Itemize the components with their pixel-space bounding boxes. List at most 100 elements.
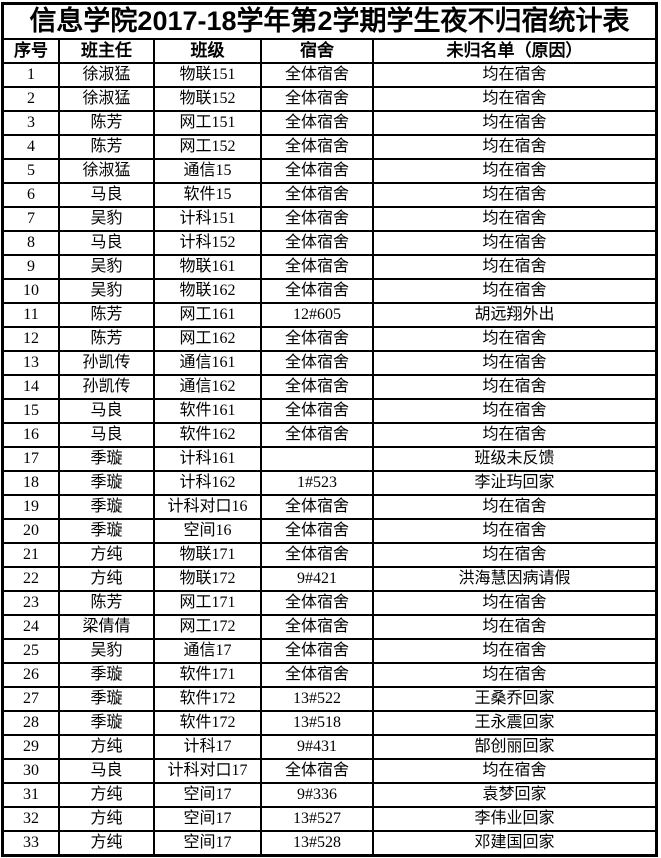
cell-class: 网工152 (153, 134, 262, 160)
cell-dorm: 13#527 (260, 806, 374, 832)
cell-reason: 李伟业回家 (372, 806, 655, 832)
cell-index: 8 (4, 230, 60, 256)
table-row: 26 季璇 软件171 全体宿舍 均在宿舍 (4, 662, 655, 688)
table-row: 8 马良 计科152 全体宿舍 均在宿舍 (4, 230, 655, 256)
table-row: 31 方纯 空间17 9#336 袁梦回家 (4, 782, 655, 808)
cell-reason: 均在宿舍 (372, 590, 655, 616)
cell-dorm: 9#336 (260, 782, 374, 808)
cell-dorm: 全体宿舍 (260, 134, 374, 160)
cell-reason: 均在宿舍 (372, 182, 655, 208)
cell-index: 16 (4, 422, 60, 448)
cell-class: 物联161 (153, 254, 262, 280)
cell-dorm: 9#431 (260, 734, 374, 760)
cell-reason: 均在宿舍 (372, 254, 655, 280)
cell-dorm: 全体宿舍 (260, 86, 374, 112)
column-header-teacher: 班主任 (58, 40, 155, 64)
cell-dorm: 全体宿舍 (260, 230, 374, 256)
cell-dorm: 全体宿舍 (260, 374, 374, 400)
cell-teacher: 陈芳 (58, 302, 155, 328)
cell-class: 物联162 (153, 278, 262, 304)
cell-index: 11 (4, 302, 60, 328)
cell-dorm: 1#523 (260, 470, 374, 496)
cell-teacher: 方纯 (58, 734, 155, 760)
cell-dorm: 全体宿舍 (260, 494, 374, 520)
cell-index: 30 (4, 758, 60, 784)
cell-index: 24 (4, 614, 60, 640)
cell-reason: 均在宿舍 (372, 758, 655, 784)
cell-class: 物联152 (153, 86, 262, 112)
cell-reason: 均在宿舍 (372, 110, 655, 136)
table-row: 19 季璇 计科对口16 全体宿舍 均在宿舍 (4, 494, 655, 520)
cell-reason: 均在宿舍 (372, 86, 655, 112)
absence-statistics-table: 序号 班主任 班级 宿舍 未归名单（原因） 1 徐淑猛 物联151 全体宿舍 均在宿舍 2… (4, 40, 655, 854)
cell-teacher: 马良 (58, 422, 155, 448)
table-row: 11 陈芳 网工161 12#605 胡远翔外出 (4, 302, 655, 328)
cell-index: 18 (4, 470, 60, 496)
cell-class: 软件162 (153, 422, 262, 448)
cell-reason: 均在宿舍 (372, 206, 655, 232)
cell-index: 21 (4, 542, 60, 568)
cell-teacher: 马良 (58, 758, 155, 784)
table-row: 2 徐淑猛 物联152 全体宿舍 均在宿舍 (4, 86, 655, 112)
cell-reason: 均在宿舍 (372, 422, 655, 448)
cell-teacher: 陈芳 (58, 110, 155, 136)
table-row: 28 季璇 软件172 13#518 王永震回家 (4, 710, 655, 736)
cell-class: 空间17 (153, 806, 262, 832)
cell-reason: 王桑乔回家 (372, 686, 655, 712)
cell-dorm: 13#528 (260, 830, 374, 854)
cell-teacher: 徐淑猛 (58, 86, 155, 112)
cell-index: 28 (4, 710, 60, 736)
table-row: 32 方纯 空间17 13#527 李伟业回家 (4, 806, 655, 832)
table-header: 序号 班主任 班级 宿舍 未归名单（原因） (4, 40, 655, 64)
cell-index: 26 (4, 662, 60, 688)
cell-class: 网工172 (153, 614, 262, 640)
column-header-reason: 未归名单（原因） (372, 40, 655, 64)
table-row: 12 陈芳 网工162 全体宿舍 均在宿舍 (4, 326, 655, 352)
table-row: 9 吴豹 物联161 全体宿舍 均在宿舍 (4, 254, 655, 280)
cell-teacher: 季璇 (58, 470, 155, 496)
cell-class: 物联171 (153, 542, 262, 568)
cell-dorm: 全体宿舍 (260, 614, 374, 640)
cell-dorm: 全体宿舍 (260, 422, 374, 448)
cell-reason: 均在宿舍 (372, 542, 655, 568)
cell-index: 1 (4, 62, 60, 88)
cell-dorm: 全体宿舍 (260, 278, 374, 304)
cell-dorm: 全体宿舍 (260, 518, 374, 544)
cell-reason: 均在宿舍 (372, 326, 655, 352)
cell-teacher: 孙凯传 (58, 350, 155, 376)
table-row: 18 季璇 计科162 1#523 李沚玙回家 (4, 470, 655, 496)
cell-class: 空间17 (153, 830, 262, 854)
cell-dorm: 全体宿舍 (260, 182, 374, 208)
cell-reason: 班级未反馈 (372, 446, 655, 472)
cell-dorm: 全体宿舍 (260, 254, 374, 280)
cell-dorm: 全体宿舍 (260, 326, 374, 352)
cell-teacher: 方纯 (58, 542, 155, 568)
cell-class: 网工161 (153, 302, 262, 328)
cell-teacher: 吴豹 (58, 638, 155, 664)
table-row: 13 孙凯传 通信161 全体宿舍 均在宿舍 (4, 350, 655, 376)
cell-class: 网工162 (153, 326, 262, 352)
cell-class: 软件161 (153, 398, 262, 424)
cell-teacher: 陈芳 (58, 326, 155, 352)
cell-reason: 均在宿舍 (372, 62, 655, 88)
table-row: 29 方纯 计科17 9#431 郜创丽回家 (4, 734, 655, 760)
cell-teacher: 徐淑猛 (58, 62, 155, 88)
cell-index: 19 (4, 494, 60, 520)
header-row: 序号 班主任 班级 宿舍 未归名单（原因） (4, 40, 655, 64)
cell-index: 5 (4, 158, 60, 184)
table-row: 25 吴豹 通信17 全体宿舍 均在宿舍 (4, 638, 655, 664)
cell-index: 25 (4, 638, 60, 664)
cell-index: 9 (4, 254, 60, 280)
column-header-dorm: 宿舍 (260, 40, 374, 64)
cell-reason: 胡远翔外出 (372, 302, 655, 328)
table-row: 33 方纯 空间17 13#528 邓建国回家 (4, 830, 655, 854)
page-title: 信息学院2017-18学年第2学期学生夜不归宿统计表 (4, 5, 655, 40)
cell-index: 31 (4, 782, 60, 808)
table-row: 7 吴豹 计科151 全体宿舍 均在宿舍 (4, 206, 655, 232)
cell-dorm: 12#605 (260, 302, 374, 328)
table-row: 27 季璇 软件172 13#522 王桑乔回家 (4, 686, 655, 712)
cell-index: 4 (4, 134, 60, 160)
column-header-class: 班级 (153, 40, 262, 64)
cell-reason: 均在宿舍 (372, 614, 655, 640)
cell-index: 14 (4, 374, 60, 400)
